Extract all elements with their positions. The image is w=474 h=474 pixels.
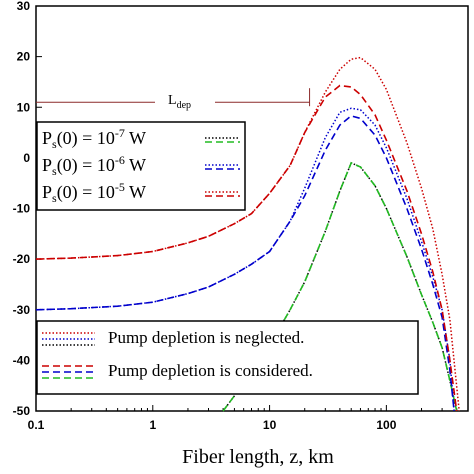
y-tick-label: 30 [17,0,31,13]
y-tick-label: -20 [13,252,31,266]
legend-top-label-part: s [52,137,57,151]
x-axis-label: Fiber length, z, km [182,446,334,468]
series-line-ps-1e-6-neglected [35,107,455,412]
legend-top-label-part: P [42,182,52,202]
legend-top-label-part: -7 [115,126,125,140]
legend-top-label-part: s [52,164,57,178]
legend-bottom: Pump depletion is neglected. Pump depleti… [36,320,419,395]
x-tick-label: 0.1 [28,418,45,432]
legend-top-label-part: W [125,182,146,202]
legend-top-label-part: P [42,155,52,175]
y-tick-label: -40 [13,353,31,367]
legend-bottom-box [36,320,419,395]
legend-top-label-part: W [125,128,146,148]
legend-top-label-part: (0) = 10 [57,155,115,176]
y-tick-label: 0 [23,151,30,165]
ldep-label-main: L [168,93,177,108]
legend-top-label-part: -6 [115,153,125,167]
legend-top-label-part: s [52,191,57,205]
legend-top-label: Ps(0) = 10-5 W [42,180,146,205]
series-line-ps-1e-7-considered [222,161,458,412]
legend-bottom-label: Pump depletion is considered. [108,361,313,380]
legend-top-label-part: (0) = 10 [57,182,115,203]
x-tick-label: 100 [376,418,396,432]
legend-top-label-part: P [42,128,52,148]
legend-bottom-label: Pump depletion is neglected. [108,328,304,347]
legend-top: Ps(0) = 10-7 WPs(0) = 10-6 WPs(0) = 10-5… [36,121,246,211]
legend-top-label: Ps(0) = 10-7 W [42,126,146,151]
series-line-ps-1e-5-neglected [35,56,460,412]
ldep-label-sub: dep [177,100,191,111]
y-tick-label: 10 [17,100,31,114]
y-tick-label: -50 [13,404,31,418]
y-tick-label: 20 [17,50,31,64]
y-tick-label: -30 [13,303,31,317]
y-tick-label: -10 [13,202,31,216]
legend-top-label-part: -5 [115,180,125,194]
x-tick-label: 1 [149,418,156,432]
legend-top-label: Ps(0) = 10-6 W [42,153,146,178]
legend-top-label-part: (0) = 10 [57,128,115,149]
x-tick-label: 10 [263,418,277,432]
legend-top-label-part: W [125,155,146,175]
series-line-ps-1e-6-considered [35,115,455,412]
ldep-label: Ldep [168,93,191,111]
